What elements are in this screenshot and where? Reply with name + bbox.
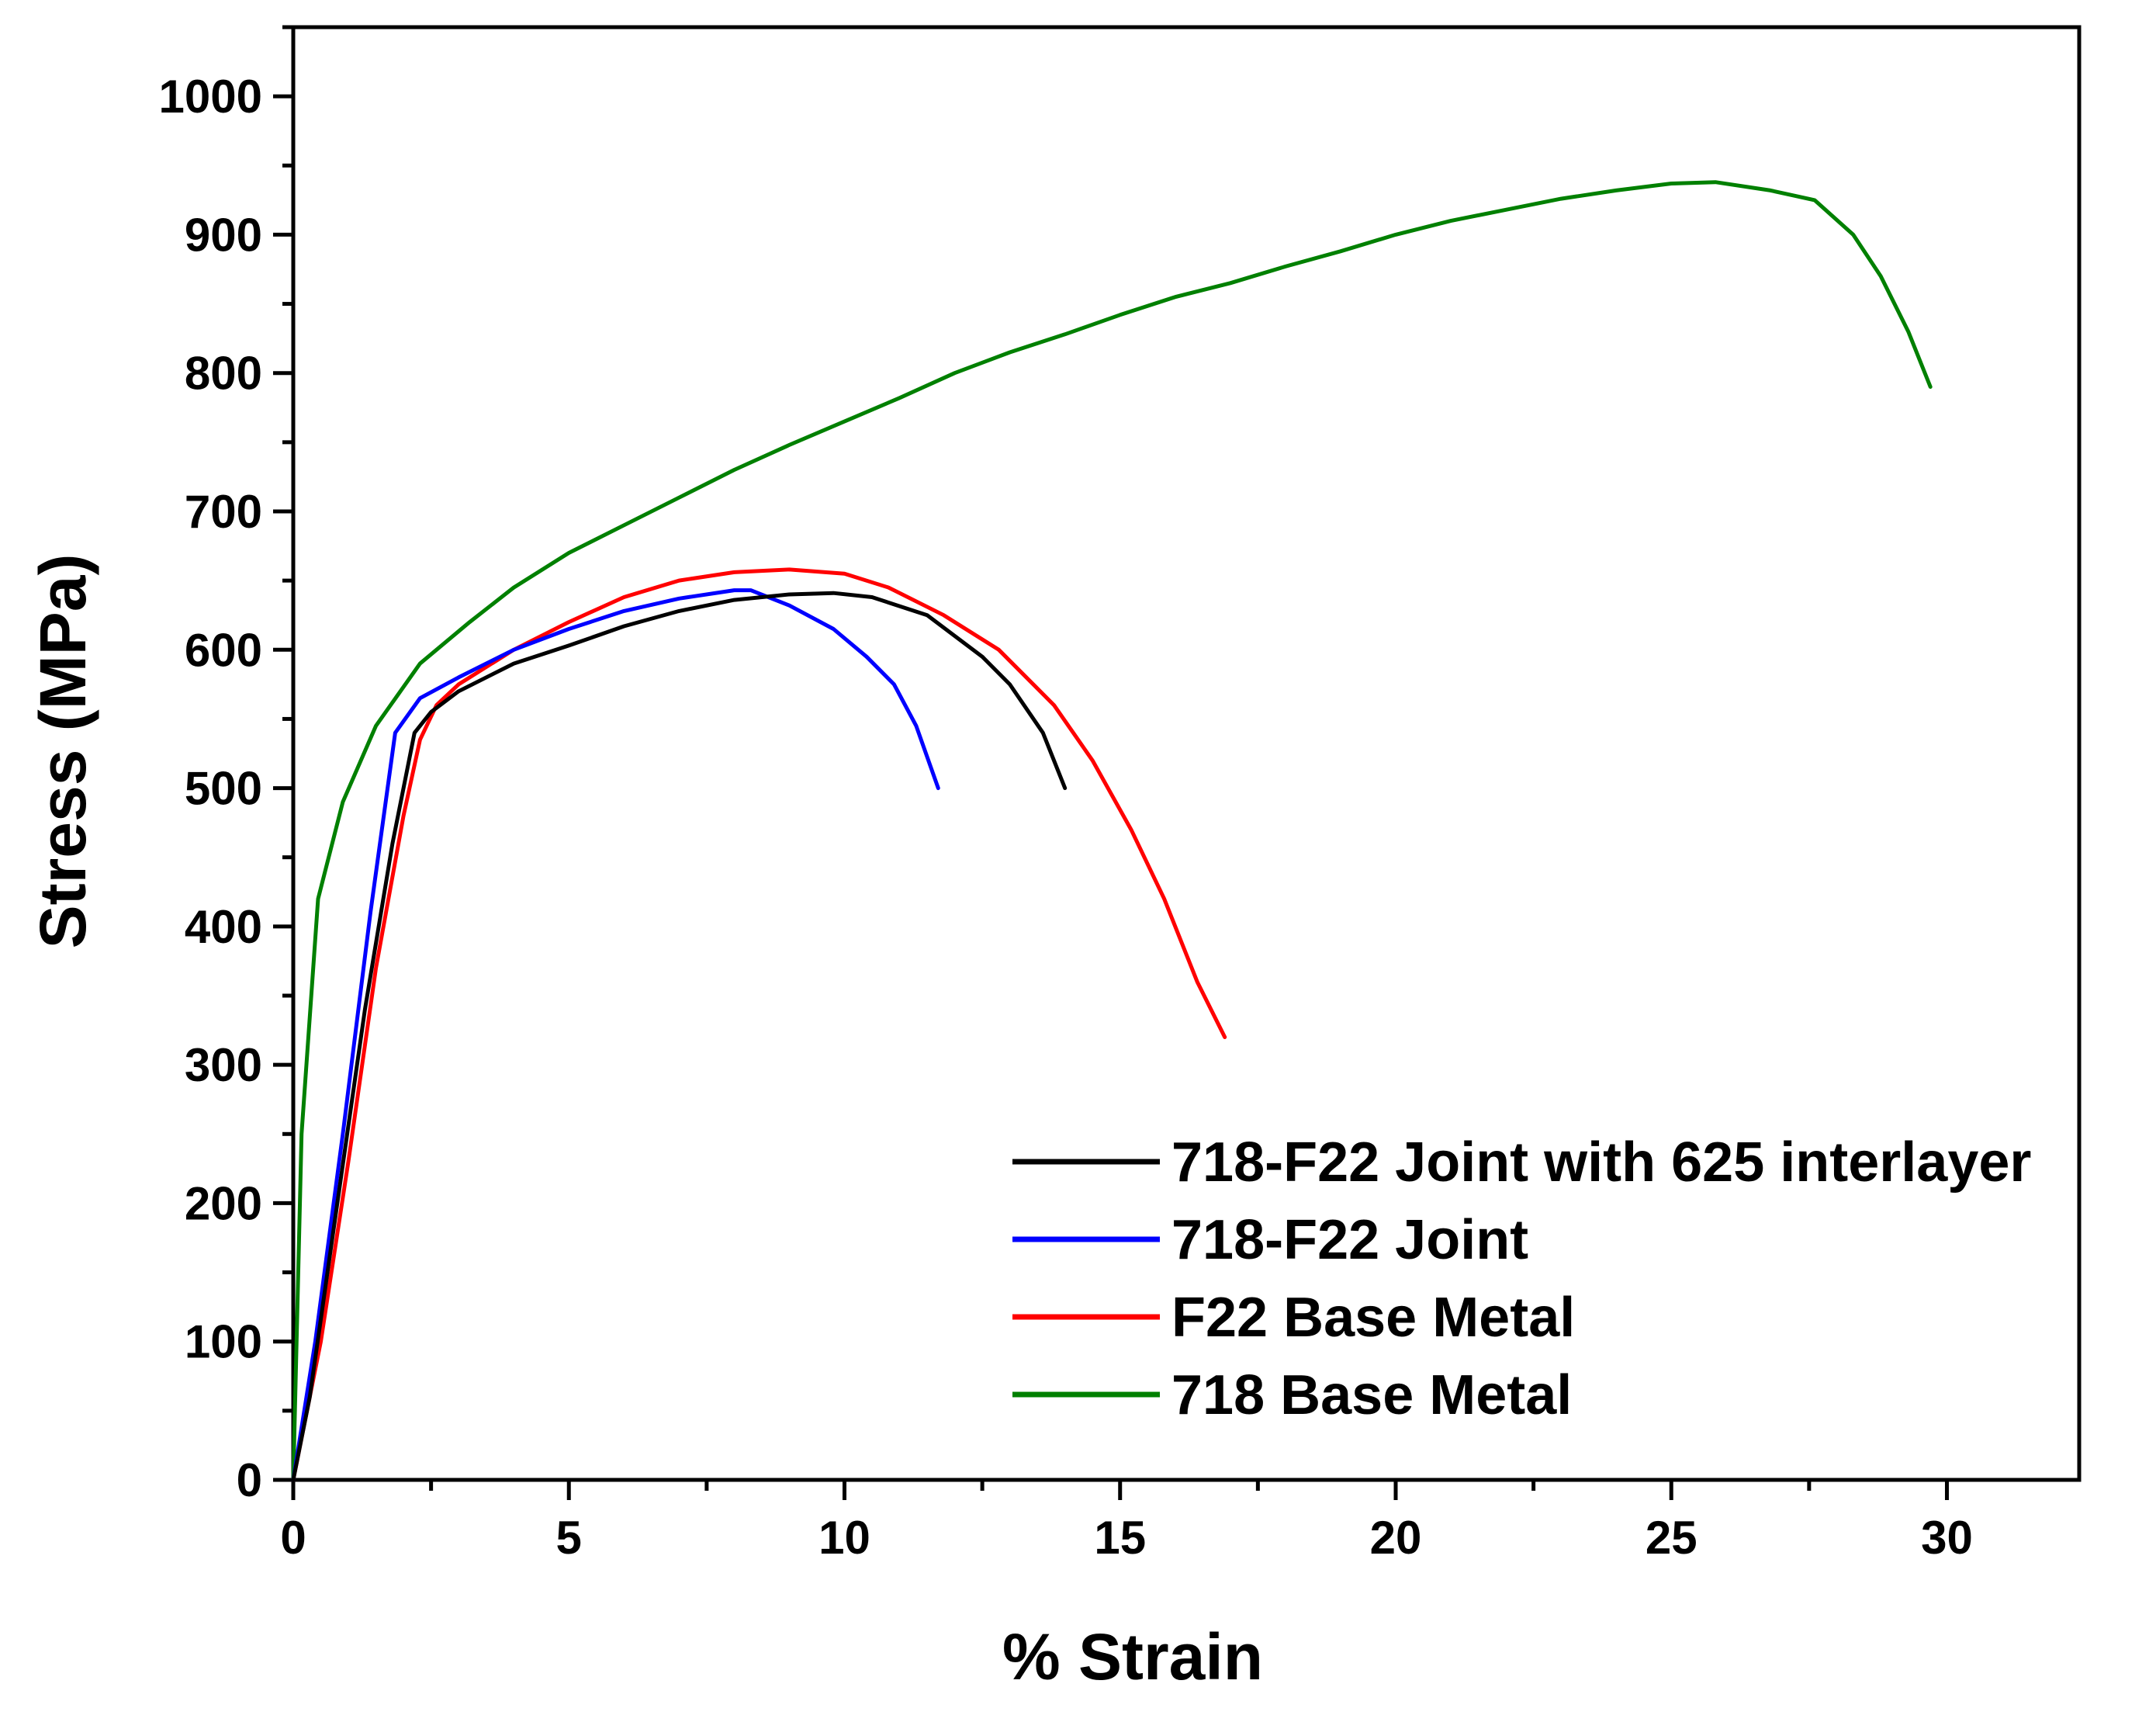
series-layer bbox=[291, 180, 1933, 1482]
y-tick-label: 0 bbox=[237, 1454, 262, 1506]
legend-label-718-f22-joint-with-625-interlayer: 718-F22 Joint with 625 interlayer bbox=[1171, 1131, 2031, 1194]
x-axis-title: % Strain bbox=[1002, 1620, 1263, 1693]
y-tick-label: 400 bbox=[185, 901, 262, 953]
y-tick-label: 300 bbox=[185, 1039, 262, 1091]
y-tick-label: 900 bbox=[185, 209, 262, 261]
series-line-718-f22-joint bbox=[291, 588, 940, 1482]
y-tick-label: 1000 bbox=[159, 71, 262, 123]
x-tick-label: 10 bbox=[818, 1512, 870, 1564]
x-axis: 0 5 10 15 20 25 30 bbox=[280, 1480, 1973, 1564]
series-line-718-f22-joint-with-625-interlayer bbox=[291, 591, 1068, 1482]
plot-frame bbox=[291, 25, 2082, 1482]
y-axis-title: Stress (MPa) bbox=[26, 554, 99, 949]
series-line-f22-base-metal bbox=[291, 567, 1227, 1482]
x-tick-label: 5 bbox=[556, 1512, 582, 1564]
legend-label-718-f22-joint: 718-F22 Joint bbox=[1171, 1209, 1528, 1271]
series-line-718-base-metal bbox=[291, 180, 1933, 1482]
x-tick-label: 15 bbox=[1094, 1512, 1146, 1564]
y-tick-label: 700 bbox=[185, 486, 262, 538]
y-tick-label: 600 bbox=[185, 624, 262, 676]
plot-border bbox=[291, 25, 2082, 1482]
y-tick-label: 200 bbox=[185, 1177, 262, 1229]
x-tick-label: 20 bbox=[1370, 1512, 1422, 1564]
legend: 718-F22 Joint with 625 interlayer 718-F22… bbox=[1012, 1131, 2031, 1426]
x-tick-label: 0 bbox=[280, 1512, 306, 1564]
y-tick-label: 500 bbox=[185, 763, 262, 815]
x-tick-label: 30 bbox=[1921, 1512, 1973, 1564]
y-tick-label: 100 bbox=[185, 1316, 262, 1368]
x-tick-label: 25 bbox=[1646, 1512, 1697, 1564]
y-axis: 0 100 200 300 400 500 600 700 800 900 1000 bbox=[159, 25, 293, 1506]
legend-label-f22-base-metal: F22 Base Metal bbox=[1171, 1287, 1575, 1349]
legend-label-718-base-metal: 718 Base Metal bbox=[1171, 1364, 1572, 1426]
y-tick-label: 800 bbox=[185, 348, 262, 400]
